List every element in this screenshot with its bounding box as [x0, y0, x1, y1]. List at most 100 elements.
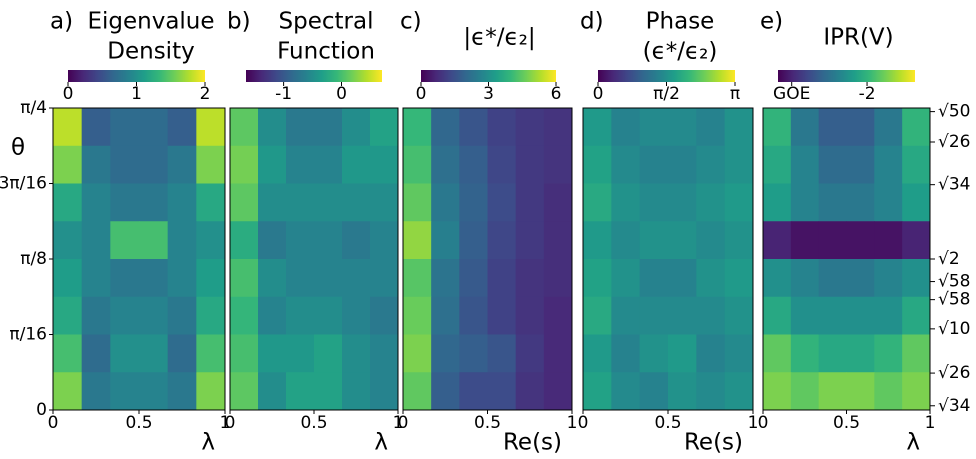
heatmap-cell	[370, 334, 399, 373]
colorbar	[421, 70, 556, 82]
heatmap-cell	[370, 108, 399, 147]
x-tick-label: 0.5	[474, 413, 501, 433]
heatmap-cell	[314, 259, 343, 298]
heatmap-cell	[611, 296, 641, 335]
heatmap-cell	[487, 108, 517, 147]
colorbar	[68, 70, 205, 82]
heatmap-cell	[724, 183, 754, 222]
colorbar	[778, 70, 915, 82]
heatmap-cell	[286, 183, 315, 222]
heatmap-cell	[431, 145, 460, 184]
heatmap-cell	[818, 108, 847, 147]
heatmap-cell	[230, 183, 259, 222]
heatmap-cell	[543, 221, 573, 260]
y2-tick-label: √26	[938, 363, 970, 383]
heatmap-cell	[874, 296, 903, 335]
y-tick-label: π/8	[20, 249, 47, 269]
colorbar-tick-label: 0	[63, 84, 74, 104]
heatmap-cell	[431, 296, 460, 335]
heatmap-cell	[167, 259, 197, 298]
heatmap-cell	[370, 259, 399, 298]
heatmap-cell	[230, 108, 259, 147]
heatmap-cell	[487, 296, 517, 335]
x-tick-label: 0.5	[654, 413, 681, 433]
heatmap-cell	[846, 259, 875, 298]
heatmap-cell	[459, 372, 488, 411]
heatmap-cell	[487, 259, 517, 298]
heatmap-cell	[53, 372, 83, 411]
heatmap-cell	[515, 221, 545, 260]
heatmap-cell	[258, 183, 287, 222]
heatmap-cell	[459, 334, 488, 373]
heatmap-cell	[258, 145, 287, 184]
heatmap-cell	[846, 296, 875, 335]
heatmap-cell	[874, 259, 903, 298]
x-axis-label: λ	[374, 430, 388, 456]
heatmap-cell	[790, 221, 820, 260]
heatmap-cell	[431, 221, 460, 260]
heatmap-cell	[583, 145, 612, 184]
heatmap-cell	[459, 145, 488, 184]
heatmap-cell	[370, 296, 399, 335]
heatmap-cell	[515, 296, 545, 335]
heatmap-cell	[230, 296, 259, 335]
heatmap-cell	[583, 259, 612, 298]
heatmap-cell	[668, 259, 697, 298]
heatmap-cell	[342, 108, 371, 147]
colorbar-tick-label: 0	[416, 84, 427, 104]
heatmap-cell	[342, 296, 371, 335]
panel-title: |ϵ*/ϵ₂|	[463, 25, 535, 51]
heatmap-cell	[431, 334, 460, 373]
heatmap-cell	[110, 145, 140, 184]
heatmap-cell	[258, 372, 287, 411]
heatmap-cell	[696, 183, 726, 222]
heatmap-cell	[724, 221, 754, 260]
heatmap-cell	[790, 183, 820, 222]
heatmap-cell	[196, 221, 226, 260]
heatmap-cell	[459, 183, 488, 222]
x-tick-label: 1	[393, 413, 404, 433]
heatmap-cell	[583, 334, 612, 373]
panel-label: d)	[580, 9, 604, 35]
heatmap-cell	[902, 296, 931, 335]
heatmap-cell	[53, 145, 83, 184]
heatmap-cell	[342, 183, 371, 222]
x-tick-label: 0	[225, 413, 236, 433]
heatmap-cell	[431, 259, 460, 298]
heatmap-cell	[431, 183, 460, 222]
heatmap-cell	[611, 259, 641, 298]
heatmap-cell	[459, 221, 488, 260]
heatmap-cell	[196, 108, 226, 147]
y-axis-label: θ	[11, 135, 25, 161]
heatmap-cell	[314, 183, 343, 222]
x-tick-label: 1	[925, 413, 936, 433]
heatmap-cell	[902, 145, 931, 184]
heatmap-cell	[110, 296, 140, 335]
heatmap-cell	[790, 108, 820, 147]
heatmap-cell	[874, 108, 903, 147]
heatmap-cell	[724, 296, 754, 335]
x-tick-label: 0.5	[300, 413, 327, 433]
heatmap-cell	[459, 259, 488, 298]
heatmap-cell	[763, 372, 792, 411]
heatmap-cell	[639, 334, 669, 373]
heatmap-cell	[696, 259, 726, 298]
heatmap-cell	[370, 221, 399, 260]
heatmap-cell	[81, 183, 111, 222]
y-tick-label: π/4	[20, 98, 47, 118]
colorbar-tick-label: π/2	[653, 84, 680, 104]
heatmap-cell	[230, 334, 259, 373]
heatmap-cell	[459, 296, 488, 335]
x-axis-label: λ	[906, 430, 920, 456]
heatmap-cell	[258, 108, 287, 147]
heatmap-cell	[724, 334, 754, 373]
heatmap-cell	[611, 372, 641, 411]
heatmap-cell	[342, 372, 371, 411]
heatmap-cell	[403, 221, 432, 260]
heatmap-cell	[342, 259, 371, 298]
heatmap-cell	[846, 372, 875, 411]
colorbar-tick-label: -2	[859, 84, 876, 104]
y2-tick-label: √10	[938, 319, 970, 339]
y-tick-label: π/16	[9, 325, 47, 345]
